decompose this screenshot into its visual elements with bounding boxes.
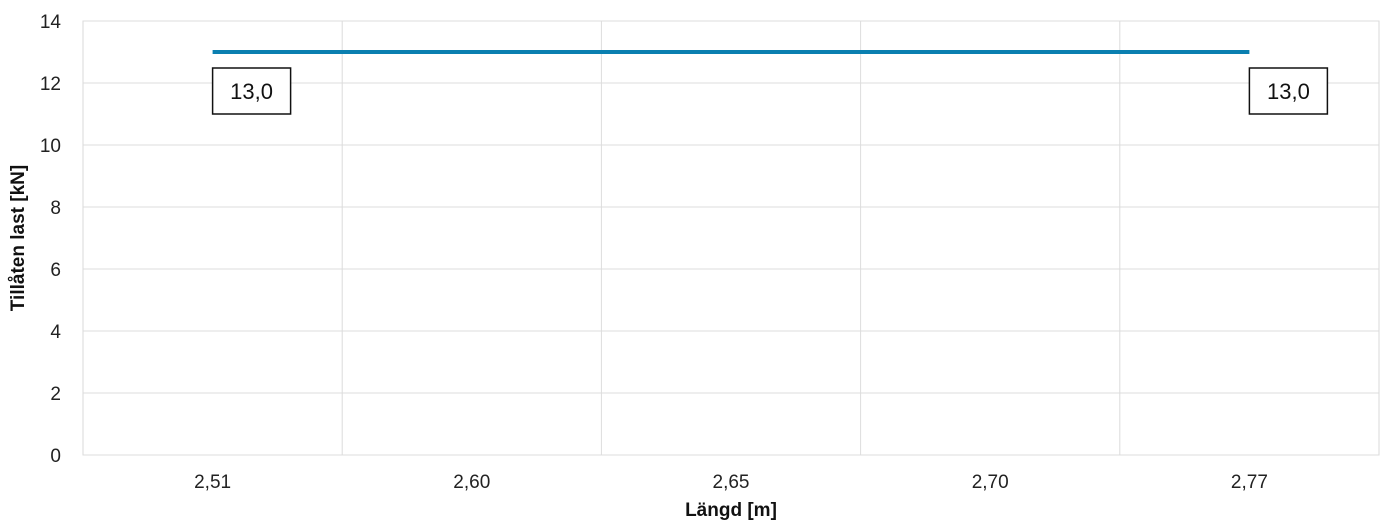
plot-area: [82, 20, 1380, 456]
x-tick-label: 2,65: [713, 472, 750, 493]
data-label-text: 13,0: [1267, 79, 1310, 104]
data-label: 13,0: [1248, 67, 1329, 115]
y-axis-ticks: 0 2 4 6 8 10 12 14: [40, 12, 62, 467]
x-axis-title: Längd [m]: [685, 500, 777, 521]
y-tick-label: 8: [50, 198, 61, 219]
x-tick-label: 2,51: [194, 472, 231, 493]
x-tick-label: 2,77: [1231, 472, 1268, 493]
data-label-box: [211, 67, 292, 115]
y-tick-label: 2: [50, 384, 61, 405]
x-axis-ticks: 2,51 2,60 2,65 2,70 2,77: [194, 472, 1268, 493]
y-axis-title: Tillåten last [kN]: [8, 165, 29, 311]
y-tick-label: 10: [40, 136, 61, 157]
y-tick-label: 12: [40, 74, 61, 95]
y-tick-label: 14: [40, 12, 62, 33]
data-label-text: 13,0: [230, 79, 273, 104]
y-tick-label: 0: [50, 446, 61, 467]
x-tick-label: 2,60: [453, 472, 490, 493]
y-tick-label: 6: [50, 260, 61, 281]
y-tick-label: 4: [50, 322, 61, 343]
data-label: 13,0: [211, 67, 292, 115]
gridlines: [83, 20, 1379, 456]
data-label-box: [1248, 67, 1329, 115]
x-tick-label: 2,70: [972, 472, 1009, 493]
data-labels: 13,0 13,0: [211, 67, 1329, 115]
